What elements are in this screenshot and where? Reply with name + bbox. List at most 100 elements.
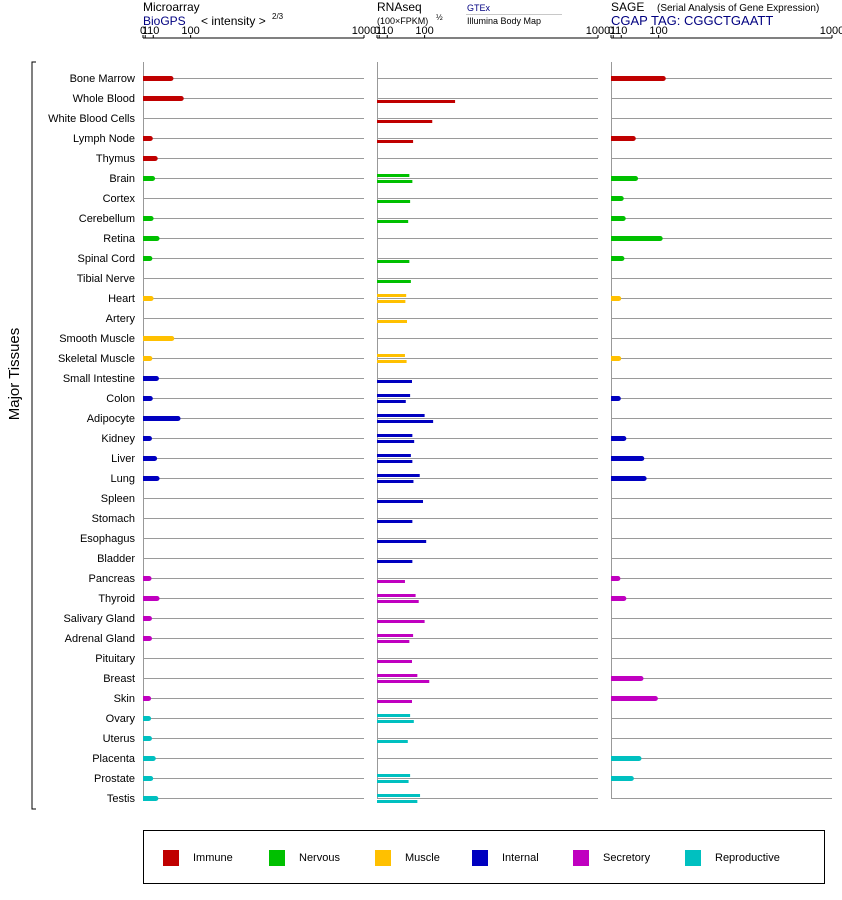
bar-end xyxy=(628,776,634,781)
bar xyxy=(143,76,171,81)
bar-end xyxy=(636,756,642,761)
bar xyxy=(143,636,150,641)
bar-end xyxy=(146,636,152,641)
bar xyxy=(377,174,410,177)
bar xyxy=(377,674,418,677)
category-label: Colon xyxy=(106,393,135,405)
x-tick-label: 10 xyxy=(147,25,159,37)
bar xyxy=(143,396,151,401)
bar xyxy=(377,774,411,777)
panel-title: SAGE xyxy=(611,0,644,14)
bar xyxy=(143,376,157,381)
category-label: Skeletal Muscle xyxy=(58,353,135,365)
bar xyxy=(611,176,636,181)
bar xyxy=(377,180,413,183)
bar-end xyxy=(616,296,622,301)
legend-swatch xyxy=(573,850,589,866)
bar xyxy=(143,616,150,621)
bar xyxy=(377,660,412,663)
bar xyxy=(143,756,154,761)
bar-end xyxy=(175,416,181,421)
category-label: Cerebellum xyxy=(79,213,135,225)
bar-end xyxy=(147,396,153,401)
bar xyxy=(377,380,412,383)
x-tick-label: 1 xyxy=(610,25,616,37)
bar xyxy=(377,420,434,423)
bar-end xyxy=(152,156,158,161)
bar xyxy=(611,436,624,441)
x-tick-label: 1 xyxy=(376,25,382,37)
x-tick-label: 100 xyxy=(415,25,433,37)
bar xyxy=(143,256,150,261)
bar xyxy=(143,136,151,141)
legend-item-reproductive: Reproductive xyxy=(685,850,780,866)
category-label: Whole Blood xyxy=(73,93,135,105)
bar-end xyxy=(615,396,621,401)
legend-label: Nervous xyxy=(299,852,340,864)
category-label: Esophagus xyxy=(80,533,136,545)
bar xyxy=(611,596,624,601)
x-tick-label: 10 xyxy=(615,25,627,37)
category-label: White Blood Cells xyxy=(48,113,135,125)
category-label: Kidney xyxy=(101,433,135,445)
bar xyxy=(377,100,456,103)
bar-end xyxy=(146,736,152,741)
bar xyxy=(611,236,661,241)
category-label: Testis xyxy=(107,793,136,805)
bar xyxy=(377,700,412,703)
bar xyxy=(377,294,407,297)
panel-subtitle: BioGPS xyxy=(143,14,186,28)
category-label: Placenta xyxy=(92,753,136,765)
bar xyxy=(611,696,656,701)
category-label: Retina xyxy=(103,233,136,245)
bar-end xyxy=(621,436,627,441)
x-tick-label: 0 xyxy=(140,25,146,37)
bar-end xyxy=(660,76,666,81)
bar xyxy=(143,696,149,701)
bar xyxy=(377,780,409,783)
bar-end xyxy=(146,716,152,721)
bar xyxy=(143,736,150,741)
category-label: Cortex xyxy=(103,193,136,205)
bar-end xyxy=(148,296,154,301)
bar xyxy=(143,176,153,181)
bar-end xyxy=(147,356,153,361)
bar-end xyxy=(146,576,152,581)
bar-end xyxy=(146,696,152,701)
bar xyxy=(377,600,419,603)
bar xyxy=(377,360,407,363)
bar-end xyxy=(618,196,624,201)
category-label: Ovary xyxy=(106,713,136,725)
bar xyxy=(377,680,430,683)
bar xyxy=(611,676,641,681)
bar xyxy=(611,456,642,461)
bar xyxy=(377,620,425,623)
bar xyxy=(377,580,405,583)
bar xyxy=(377,440,415,443)
scale-note: < intensity > xyxy=(201,14,266,28)
bar xyxy=(611,196,622,201)
bar xyxy=(377,414,425,417)
scale-exponent: 2/3 xyxy=(272,12,284,21)
category-label: Lung xyxy=(111,473,135,485)
bar-end xyxy=(169,336,175,341)
bar xyxy=(611,396,619,401)
legend-item-secretory: Secretory xyxy=(573,850,650,866)
bar-end xyxy=(154,476,160,481)
category-label: Lymph Node xyxy=(73,133,135,145)
category-label: Smooth Muscle xyxy=(59,333,135,345)
bar xyxy=(377,320,407,323)
legend-item-muscle: Muscle xyxy=(375,850,440,866)
bar xyxy=(611,136,634,141)
bar-end xyxy=(150,176,156,181)
category-label: Bone Marrow xyxy=(70,73,135,85)
bar xyxy=(377,434,413,437)
panel-subtitle: (100×FPKM) xyxy=(377,16,428,26)
bar xyxy=(611,476,645,481)
x-tick-label: 1000 xyxy=(352,25,376,37)
legend-swatch xyxy=(163,850,179,866)
bar xyxy=(377,400,406,403)
bar xyxy=(611,576,618,581)
bar xyxy=(611,756,639,761)
